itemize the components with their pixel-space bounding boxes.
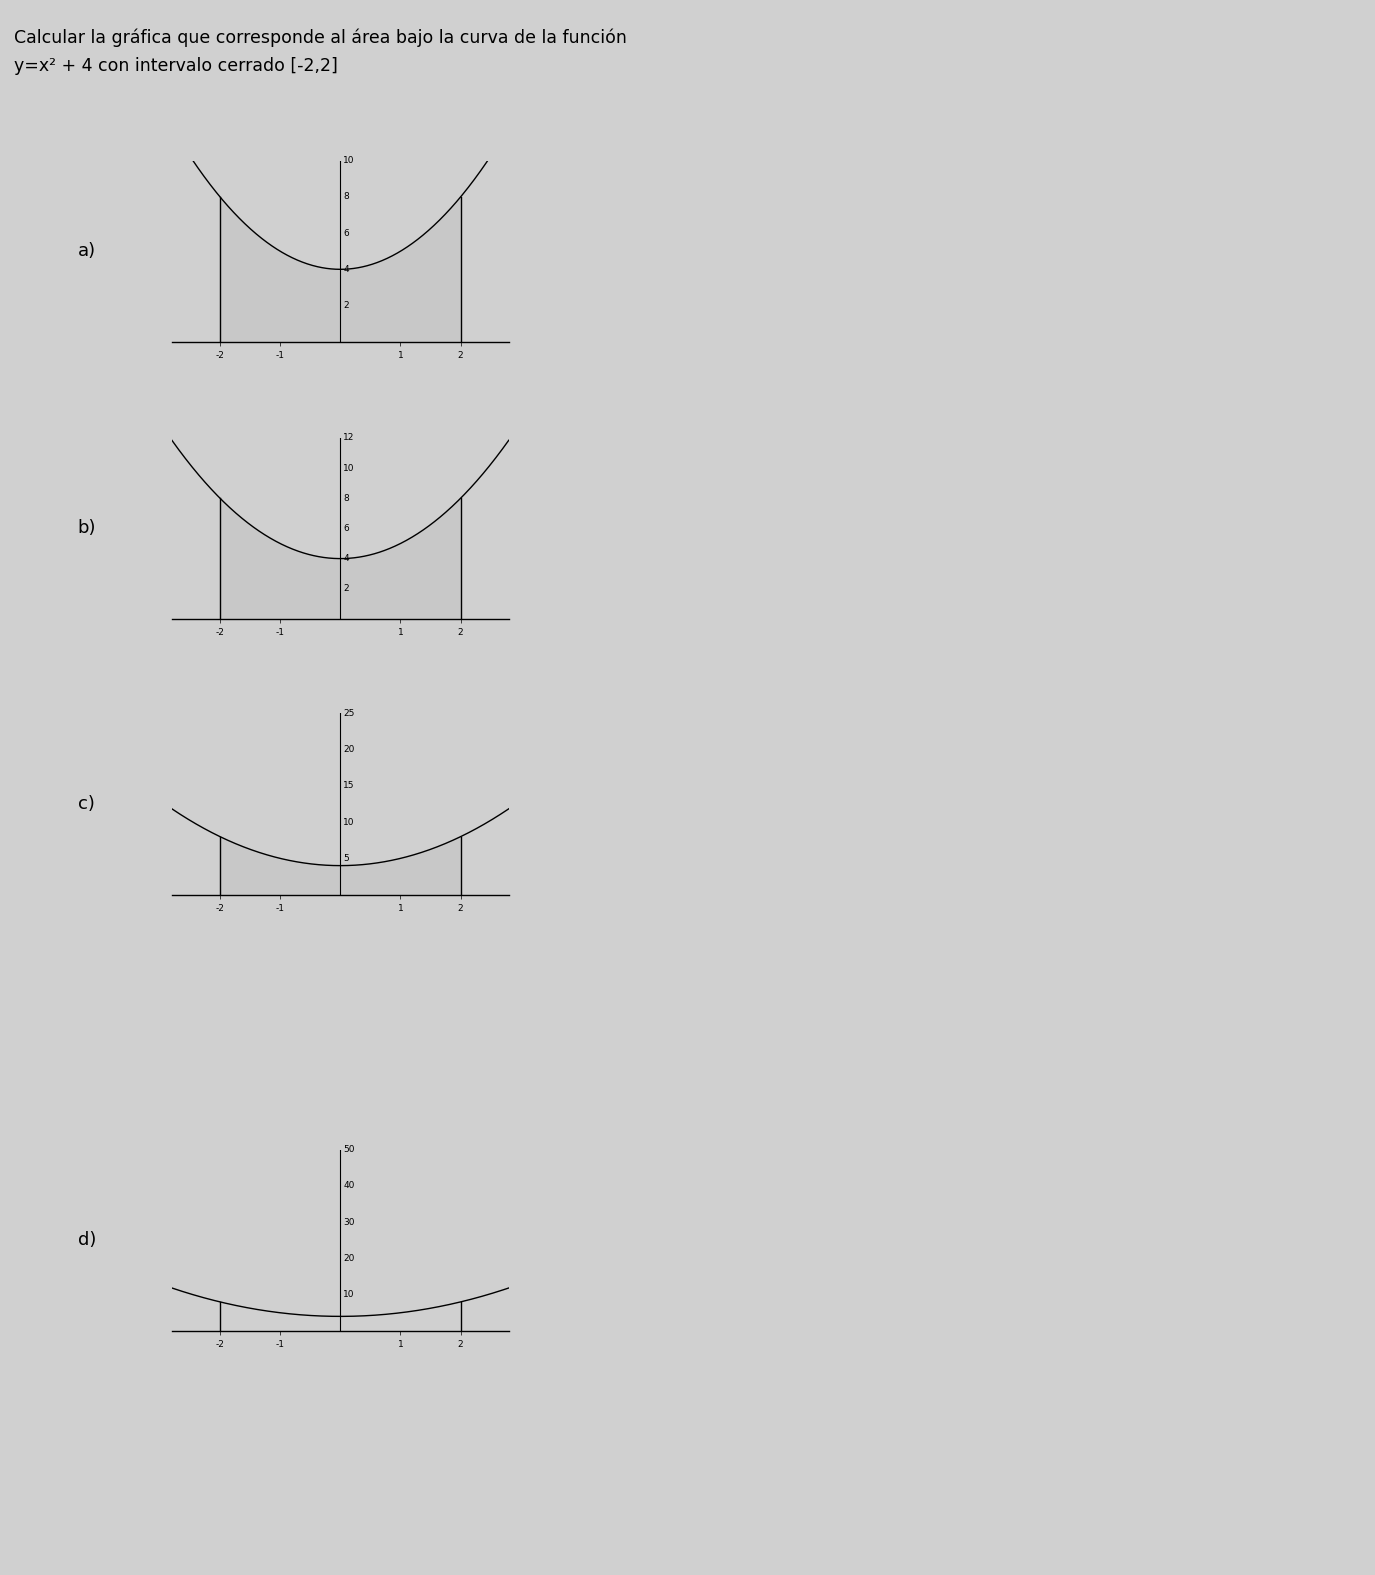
Text: b): b) <box>77 520 96 537</box>
Text: c): c) <box>77 795 95 813</box>
Text: 20: 20 <box>344 1254 355 1263</box>
Text: 25: 25 <box>344 709 355 718</box>
Text: 2: 2 <box>344 301 349 310</box>
Text: 10: 10 <box>344 1290 355 1299</box>
Text: d): d) <box>77 1232 96 1249</box>
Text: 40: 40 <box>344 1181 355 1191</box>
Text: 10: 10 <box>344 156 355 165</box>
Text: 8: 8 <box>344 493 349 502</box>
Text: 4: 4 <box>344 554 349 564</box>
Text: y=x² + 4 con intervalo cerrado [-2,2]: y=x² + 4 con intervalo cerrado [-2,2] <box>14 57 338 74</box>
Text: 12: 12 <box>344 433 355 443</box>
Text: 8: 8 <box>344 192 349 202</box>
Text: 50: 50 <box>344 1145 355 1154</box>
Text: 10: 10 <box>344 817 355 827</box>
Text: 6: 6 <box>344 228 349 238</box>
Text: 5: 5 <box>344 854 349 863</box>
Text: a): a) <box>77 243 96 260</box>
Text: 20: 20 <box>344 745 355 754</box>
Text: 10: 10 <box>344 463 355 472</box>
Text: 15: 15 <box>344 781 355 791</box>
Text: Calcular la gráfica que corresponde al área bajo la curva de la función: Calcular la gráfica que corresponde al á… <box>14 28 627 47</box>
Text: 6: 6 <box>344 524 349 532</box>
Text: 2: 2 <box>344 584 349 594</box>
Text: 4: 4 <box>344 265 349 274</box>
Text: 30: 30 <box>344 1217 355 1227</box>
